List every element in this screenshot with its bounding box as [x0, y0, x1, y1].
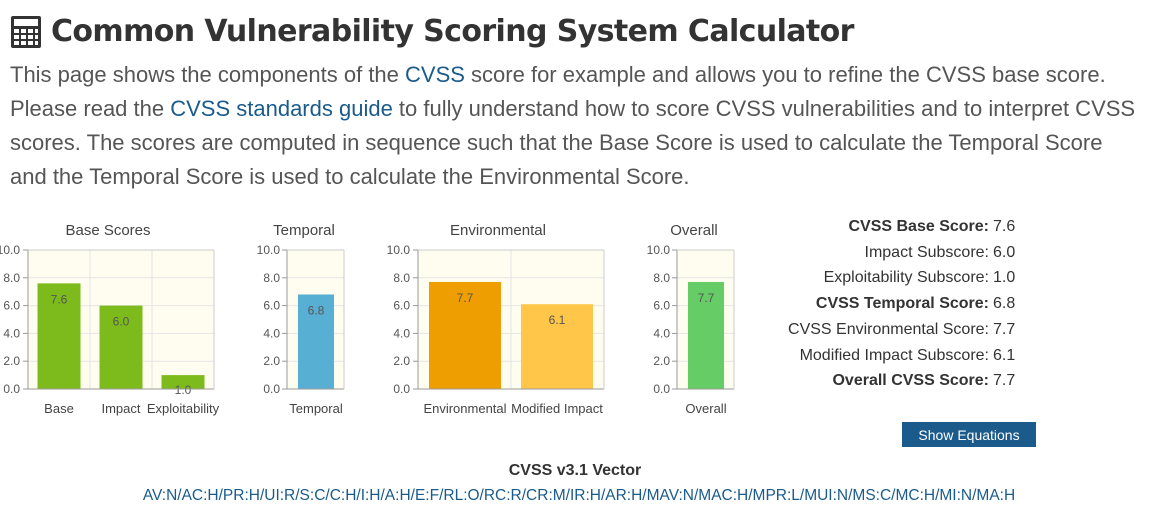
- chart-title-base: Base Scores: [65, 222, 151, 239]
- bar-value-label: 6.0: [113, 315, 130, 329]
- y-tick-label: 2.0: [3, 354, 20, 368]
- score-row: CVSS Base Score: 7.6: [760, 218, 1060, 242]
- score-label: Overall CVSS Score:: [832, 372, 989, 390]
- bar: [161, 375, 205, 389]
- y-tick-label: 2.0: [263, 354, 280, 368]
- calculator-icon: [11, 16, 41, 48]
- y-tick-label: 10.0: [387, 243, 411, 257]
- y-tick-label: 2.0: [393, 354, 410, 368]
- vector-title: CVSS v3.1 Vector: [508, 462, 642, 479]
- score-value: 7.7: [993, 320, 1016, 338]
- chart-title-temporal: Temporal: [273, 222, 335, 239]
- score-row: CVSS Environmental Score: 7.7: [760, 321, 1060, 345]
- bar: [688, 281, 724, 389]
- x-category-label: Exploitability: [147, 401, 220, 416]
- bar: [521, 304, 593, 389]
- y-tick-label: 8.0: [263, 271, 280, 285]
- cvss-link[interactable]: CVSS: [405, 62, 465, 87]
- score-label: Impact Subscore:: [864, 243, 990, 261]
- score-row: Overall CVSS Score: 7.7: [760, 372, 1060, 396]
- intro-text-1: This page shows the components of the: [10, 62, 406, 87]
- chart-title-environmental: Environmental: [450, 222, 546, 239]
- bar-value-label: 1.0: [175, 383, 192, 397]
- x-category-label: Temporal: [289, 401, 343, 416]
- score-value: 1.0: [993, 269, 1016, 287]
- bar: [298, 294, 334, 389]
- score-row: Exploitability Subscore: 1.0: [760, 269, 1060, 293]
- y-tick-label: 4.0: [653, 326, 670, 340]
- intro-text-2: score for example and allows you to refi…: [10, 62, 1106, 121]
- y-tick-label: 2.0: [653, 354, 670, 368]
- page-title: Common Vulnerability Scoring System Calc…: [51, 14, 854, 49]
- intro-text-3: to fully understand how to score CVSS vu…: [10, 96, 1136, 189]
- x-category-label: Impact: [101, 401, 140, 416]
- bar: [429, 281, 501, 389]
- y-tick-label: 4.0: [3, 326, 20, 340]
- y-tick-label: 0.0: [3, 382, 20, 396]
- score-value: 6.0: [993, 243, 1016, 261]
- score-label: Modified Impact Subscore:: [799, 346, 989, 364]
- y-tick-label: 4.0: [263, 326, 280, 340]
- x-category-label: Base: [44, 401, 74, 416]
- bar: [37, 283, 81, 389]
- y-tick-label: 8.0: [3, 271, 20, 285]
- y-tick-label: 8.0: [653, 271, 670, 285]
- show-equations-button[interactable]: Show Equations: [902, 422, 1036, 447]
- score-label: Exploitability Subscore:: [823, 269, 989, 287]
- y-tick-label: 6.0: [3, 299, 20, 313]
- score-label: CVSS Environmental Score:: [788, 320, 989, 338]
- score-label: CVSS Base Score:: [848, 218, 989, 235]
- y-tick-label: 0.0: [393, 382, 410, 396]
- y-tick-label: 10.0: [0, 243, 20, 257]
- score-row: Modified Impact Subscore: 6.1: [760, 347, 1060, 371]
- y-tick-label: 10.0: [257, 243, 281, 257]
- score-row: CVSS Temporal Score: 6.8: [760, 295, 1060, 319]
- score-value: 6.8: [993, 295, 1016, 313]
- cvss-guide-link[interactable]: CVSS standards guide: [170, 96, 393, 121]
- y-tick-label: 10.0: [647, 243, 671, 257]
- y-tick-label: 0.0: [263, 382, 280, 396]
- page-header: Common Vulnerability Scoring System Calc…: [10, 10, 854, 54]
- x-category-label: Modified Impact: [511, 401, 603, 416]
- y-tick-label: 6.0: [653, 299, 670, 313]
- y-tick-label: 6.0: [393, 299, 410, 313]
- score-value: 7.6: [993, 218, 1016, 235]
- bar-value-label: 7.6: [51, 292, 68, 306]
- y-tick-label: 6.0: [263, 299, 280, 313]
- y-tick-label: 8.0: [393, 271, 410, 285]
- bar-value-label: 7.7: [698, 291, 715, 305]
- x-category-label: Overall: [685, 401, 726, 416]
- score-value: 6.1: [993, 346, 1016, 364]
- bar-value-label: 6.1: [549, 313, 566, 327]
- bar-value-label: 7.7: [457, 291, 474, 305]
- score-label: CVSS Temporal Score:: [815, 295, 989, 313]
- intro-paragraph: This page shows the components of the CV…: [10, 58, 1145, 194]
- chart-title-overall: Overall: [670, 222, 718, 239]
- bar: [99, 305, 143, 389]
- score-value: 7.7: [993, 372, 1016, 390]
- y-tick-label: 4.0: [393, 326, 410, 340]
- score-row: Impact Subscore: 6.0: [760, 244, 1060, 268]
- y-tick-label: 0.0: [653, 382, 670, 396]
- x-category-label: Environmental: [423, 401, 506, 416]
- bar-value-label: 6.8: [308, 303, 325, 317]
- vector-string-link[interactable]: AV:N/AC:H/PR:H/UI:R/S:C/C:H/I:H/A:H/E:F/…: [142, 487, 1016, 504]
